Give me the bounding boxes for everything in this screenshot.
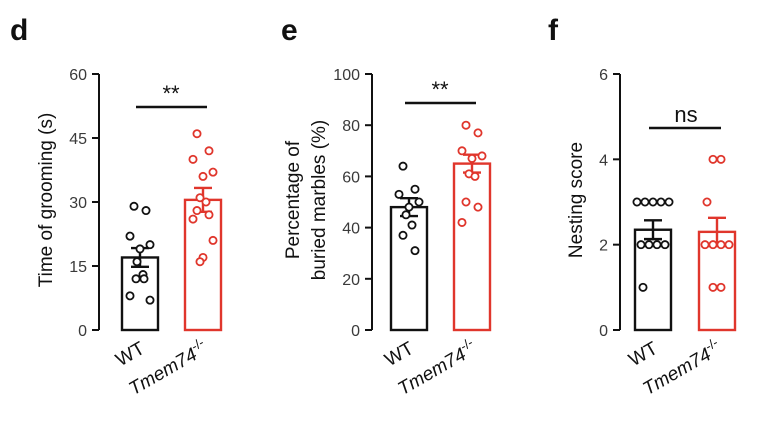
y-axis-title: Percentage of: [283, 140, 304, 259]
significance-label: **: [162, 81, 180, 106]
data-point: [716, 154, 726, 164]
y-tick-label: 0: [78, 323, 87, 340]
y-tick-label: 30: [69, 195, 87, 212]
data-point: [139, 274, 149, 284]
y-axis-title: buried marbles (%): [309, 120, 330, 281]
data-point: [664, 197, 674, 207]
y-tick-label: 45: [69, 131, 87, 148]
data-point: [201, 197, 211, 207]
data-point: [470, 171, 480, 181]
y-tick-label: 60: [69, 67, 87, 84]
data-point: [708, 240, 718, 250]
data-point: [461, 120, 471, 130]
data-point: [640, 197, 650, 207]
data-point: [204, 146, 214, 156]
data-point: [407, 220, 417, 230]
y-tick-label: 20: [342, 272, 360, 289]
data-point: [716, 240, 726, 250]
category-name: WT: [381, 338, 417, 371]
data-point: [398, 230, 408, 240]
y-axis-title: Nesting score: [566, 142, 587, 258]
data-point: [656, 197, 666, 207]
data-point: [708, 282, 718, 292]
y-tick-label: 100: [333, 67, 360, 84]
data-point: [401, 210, 411, 220]
y-tick-label: 0: [599, 323, 608, 340]
data-point: [410, 184, 420, 194]
data-point: [135, 244, 145, 254]
data-point: [145, 240, 155, 250]
y-tick-label: 60: [342, 169, 360, 186]
data-point: [198, 171, 208, 181]
y-tick-label: 15: [69, 259, 87, 276]
data-point: [648, 197, 658, 207]
data-point: [208, 235, 218, 245]
data-point: [404, 202, 414, 212]
data-point: [461, 197, 471, 207]
y-tick-label: 6: [599, 67, 608, 84]
data-point: [192, 206, 202, 216]
category-label: WT: [625, 338, 661, 371]
data-point: [188, 154, 198, 164]
data-point: [477, 151, 487, 161]
data-point: [141, 206, 151, 216]
data-point: [145, 295, 155, 305]
y-tick-label: 40: [342, 221, 360, 238]
category-label: WT: [381, 338, 417, 371]
data-point: [195, 193, 205, 203]
data-point: [129, 201, 139, 211]
data-point: [195, 257, 205, 267]
category-name: WT: [625, 338, 661, 371]
bar-ko: [452, 162, 492, 332]
data-point: [632, 197, 642, 207]
y-tick-label: 0: [351, 323, 360, 340]
data-point: [644, 240, 654, 250]
data-point: [638, 282, 648, 292]
category-name: WT: [112, 338, 148, 371]
data-point: [473, 202, 483, 212]
data-point: [208, 167, 218, 177]
category-label: WT: [112, 338, 148, 371]
panel-label-d: d: [10, 14, 28, 47]
data-point: [192, 129, 202, 139]
data-point: [700, 240, 710, 250]
y-tick-label: 80: [342, 118, 360, 135]
data-point: [708, 154, 718, 164]
data-point: [473, 128, 483, 138]
data-point: [652, 240, 662, 250]
data-point: [702, 197, 712, 207]
y-tick-label: 4: [599, 152, 608, 169]
y-axis-title: Time of grooming (s): [36, 113, 57, 288]
y-tick-label: 2: [599, 238, 608, 255]
data-point: [660, 240, 670, 250]
data-point: [394, 189, 404, 199]
significance-label: ns: [674, 102, 697, 127]
data-point: [724, 240, 734, 250]
data-point: [125, 291, 135, 301]
data-point: [132, 257, 142, 267]
panel-label-e: e: [281, 14, 298, 47]
data-point: [125, 231, 135, 241]
panel-e: e 0 20 40 60 80 100 Percentage of buried marbles…: [281, 14, 492, 400]
data-point: [636, 240, 646, 250]
data-point: [410, 246, 420, 256]
data-point: [457, 217, 467, 227]
data-point: [398, 161, 408, 171]
data-point: [204, 210, 214, 220]
data-point: [414, 197, 424, 207]
data-point: [457, 146, 467, 156]
data-point: [188, 214, 198, 224]
data-point: [467, 153, 477, 163]
significance-label: **: [431, 77, 449, 102]
panel-label-f: f: [548, 14, 559, 47]
data-point: [131, 274, 141, 284]
data-point: [716, 282, 726, 292]
